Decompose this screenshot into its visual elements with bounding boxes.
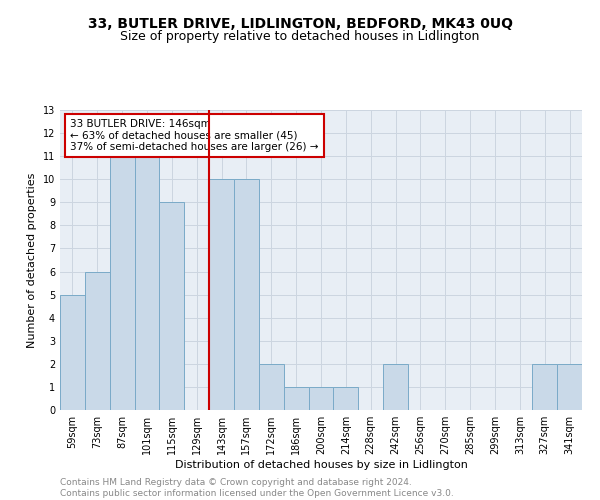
Bar xyxy=(234,179,259,410)
Bar xyxy=(383,364,408,410)
Bar xyxy=(110,156,134,410)
Bar xyxy=(557,364,582,410)
Y-axis label: Number of detached properties: Number of detached properties xyxy=(27,172,37,348)
Text: Size of property relative to detached houses in Lidlington: Size of property relative to detached ho… xyxy=(121,30,479,43)
Bar xyxy=(160,202,184,410)
Bar xyxy=(284,387,308,410)
Bar xyxy=(85,272,110,410)
Bar xyxy=(60,294,85,410)
Bar xyxy=(209,179,234,410)
Bar xyxy=(308,387,334,410)
Bar xyxy=(334,387,358,410)
X-axis label: Distribution of detached houses by size in Lidlington: Distribution of detached houses by size … xyxy=(175,460,467,470)
Bar xyxy=(532,364,557,410)
Text: 33 BUTLER DRIVE: 146sqm
← 63% of detached houses are smaller (45)
37% of semi-de: 33 BUTLER DRIVE: 146sqm ← 63% of detache… xyxy=(70,119,319,152)
Bar xyxy=(259,364,284,410)
Text: Contains HM Land Registry data © Crown copyright and database right 2024.
Contai: Contains HM Land Registry data © Crown c… xyxy=(60,478,454,498)
Text: 33, BUTLER DRIVE, LIDLINGTON, BEDFORD, MK43 0UQ: 33, BUTLER DRIVE, LIDLINGTON, BEDFORD, M… xyxy=(88,18,512,32)
Bar xyxy=(134,156,160,410)
